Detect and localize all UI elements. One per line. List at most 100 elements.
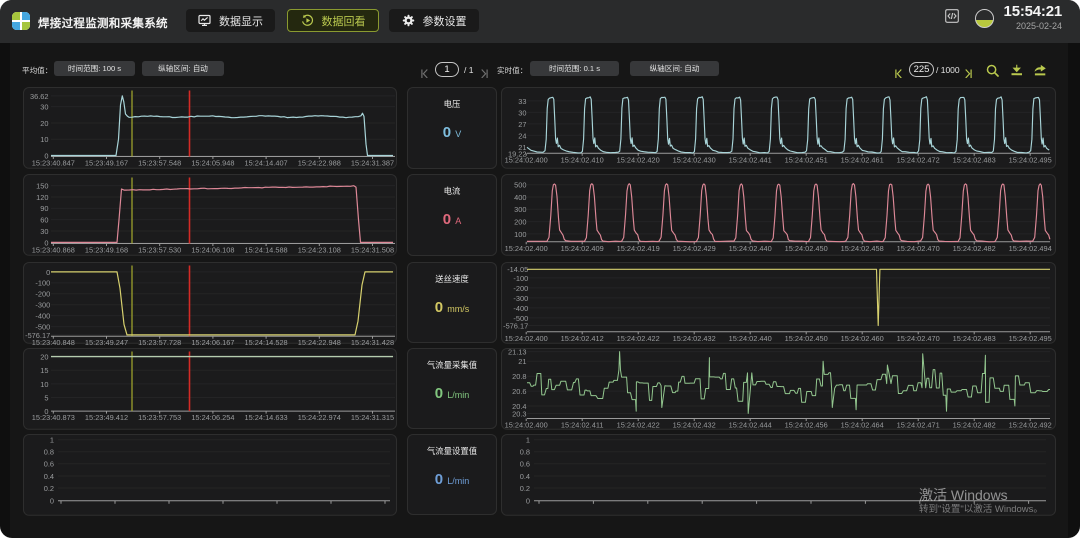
svg-text:0.2: 0.2 <box>44 483 54 492</box>
svg-text:500: 500 <box>514 181 526 190</box>
svg-text:15:24:22.948: 15:24:22.948 <box>298 338 341 345</box>
svg-text:15:24:02.430: 15:24:02.430 <box>673 156 716 165</box>
svg-text:10: 10 <box>40 379 48 388</box>
svg-text:15:24:02.440: 15:24:02.440 <box>729 333 772 342</box>
svg-text:-14.05: -14.05 <box>507 265 528 274</box>
svg-text:-576.17: -576.17 <box>503 321 528 330</box>
svg-text:24: 24 <box>518 132 526 141</box>
svg-text:400: 400 <box>514 193 526 202</box>
svg-text:0.4: 0.4 <box>520 471 530 480</box>
svg-text:15:23:40.873: 15:23:40.873 <box>32 413 75 422</box>
svg-text:15:24:02.495: 15:24:02.495 <box>1009 333 1052 342</box>
svg-text:-400: -400 <box>35 311 50 320</box>
svg-text:15:24:02.412: 15:24:02.412 <box>561 333 604 342</box>
svg-text:15:23:57.728: 15:23:57.728 <box>138 338 181 345</box>
svg-text:15:24:02.471: 15:24:02.471 <box>897 420 940 429</box>
svg-text:15:23:49.168: 15:23:49.168 <box>85 246 128 255</box>
svg-text:15:23:49.247: 15:23:49.247 <box>85 338 128 345</box>
svg-text:0.2: 0.2 <box>520 483 530 492</box>
svg-text:-400: -400 <box>513 303 528 312</box>
svg-text:15:24:02.470: 15:24:02.470 <box>897 244 940 253</box>
svg-text:15:24:31.315: 15:24:31.315 <box>351 413 394 422</box>
svg-text:1: 1 <box>526 435 530 444</box>
svg-text:-100: -100 <box>35 278 50 287</box>
svg-text:0: 0 <box>44 152 48 161</box>
svg-text:15:24:14.528: 15:24:14.528 <box>245 338 288 345</box>
svg-text:15:24:02.461: 15:24:02.461 <box>841 156 884 165</box>
svg-text:15:24:02.411: 15:24:02.411 <box>561 420 604 429</box>
svg-text:0: 0 <box>44 407 48 416</box>
svg-text:0.4: 0.4 <box>44 471 54 480</box>
svg-text:15:24:02.450: 15:24:02.450 <box>785 244 828 253</box>
svg-text:15:24:02.419: 15:24:02.419 <box>617 244 660 253</box>
svg-text:100: 100 <box>514 230 526 239</box>
svg-text:19.22: 19.22 <box>508 150 527 159</box>
svg-text:15:23:57.753: 15:23:57.753 <box>138 413 181 422</box>
svg-text:15:24:02.441: 15:24:02.441 <box>729 156 772 165</box>
svg-text:15:24:02.492: 15:24:02.492 <box>1009 420 1052 429</box>
svg-text:20: 20 <box>40 352 48 361</box>
svg-text:20.4: 20.4 <box>512 401 526 410</box>
svg-text:-200: -200 <box>513 283 528 292</box>
svg-text:21.13: 21.13 <box>508 348 527 357</box>
svg-text:15:24:02.432: 15:24:02.432 <box>673 420 716 429</box>
svg-text:60: 60 <box>40 216 48 225</box>
svg-text:-300: -300 <box>35 300 50 309</box>
svg-text:0.8: 0.8 <box>520 447 530 456</box>
svg-text:15:24:02.400: 15:24:02.400 <box>505 420 548 429</box>
svg-text:15:24:02.483: 15:24:02.483 <box>953 156 996 165</box>
svg-text:-500: -500 <box>35 322 50 331</box>
svg-text:15:24:14.633: 15:24:14.633 <box>245 413 288 422</box>
svg-text:5: 5 <box>44 393 48 402</box>
svg-text:15:24:02.422: 15:24:02.422 <box>617 420 660 429</box>
svg-text:-500: -500 <box>513 313 528 322</box>
svg-text:0.6: 0.6 <box>520 459 530 468</box>
svg-text:15:24:14.588: 15:24:14.588 <box>245 246 288 255</box>
svg-text:90: 90 <box>40 205 48 214</box>
svg-text:-100: -100 <box>513 273 528 282</box>
svg-text:15:24:02.483: 15:24:02.483 <box>953 333 996 342</box>
svg-text:15:23:49.167: 15:23:49.167 <box>85 159 128 168</box>
svg-text:-576.17: -576.17 <box>25 330 50 339</box>
svg-text:20.3: 20.3 <box>512 409 526 418</box>
svg-text:15:24:06.108: 15:24:06.108 <box>191 246 234 255</box>
svg-text:15:24:31.508: 15:24:31.508 <box>351 246 394 255</box>
svg-text:150: 150 <box>36 182 48 191</box>
svg-text:15:24:06.254: 15:24:06.254 <box>191 413 234 422</box>
svg-text:15:24:22.988: 15:24:22.988 <box>298 159 341 168</box>
svg-text:15:24:02.450: 15:24:02.450 <box>785 333 828 342</box>
svg-text:15:23:40.847: 15:23:40.847 <box>32 159 75 168</box>
svg-text:0.6: 0.6 <box>44 459 54 468</box>
svg-text:15:24:02.464: 15:24:02.464 <box>841 420 884 429</box>
svg-text:15:24:02.432: 15:24:02.432 <box>673 333 716 342</box>
svg-text:15:24:02.422: 15:24:02.422 <box>617 333 660 342</box>
svg-text:120: 120 <box>36 193 48 202</box>
svg-text:15:24:23.108: 15:24:23.108 <box>298 246 341 255</box>
svg-text:15:24:02.482: 15:24:02.482 <box>953 420 996 429</box>
svg-text:0: 0 <box>46 267 50 276</box>
svg-text:15:24:31.387: 15:24:31.387 <box>351 159 394 168</box>
svg-text:15:24:02.409: 15:24:02.409 <box>561 244 604 253</box>
svg-text:20.8: 20.8 <box>512 372 526 381</box>
svg-text:15:24:31.428: 15:24:31.428 <box>351 338 394 345</box>
svg-text:15:24:02.400: 15:24:02.400 <box>505 156 548 165</box>
svg-text:15:24:02.440: 15:24:02.440 <box>729 244 772 253</box>
svg-text:36.62: 36.62 <box>30 92 49 101</box>
svg-text:1: 1 <box>50 435 54 444</box>
svg-text:0: 0 <box>44 239 48 248</box>
svg-text:15:23:57.548: 15:23:57.548 <box>138 159 181 168</box>
svg-text:15:24:22.974: 15:24:22.974 <box>298 413 341 422</box>
svg-text:10: 10 <box>40 135 48 144</box>
svg-text:15:24:02.451: 15:24:02.451 <box>785 156 828 165</box>
svg-text:0: 0 <box>526 496 530 505</box>
svg-text:15:24:02.470: 15:24:02.470 <box>897 333 940 342</box>
svg-text:15:24:02.495: 15:24:02.495 <box>1009 156 1052 165</box>
svg-text:30: 30 <box>40 227 48 236</box>
svg-text:15:24:02.400: 15:24:02.400 <box>505 244 548 253</box>
svg-text:15:24:02.494: 15:24:02.494 <box>1009 244 1052 253</box>
svg-text:15:23:40.868: 15:23:40.868 <box>32 246 75 255</box>
svg-text:15:24:02.482: 15:24:02.482 <box>953 244 996 253</box>
svg-text:200: 200 <box>514 218 526 227</box>
svg-text:15:24:05.948: 15:24:05.948 <box>191 159 234 168</box>
svg-text:15:24:02.429: 15:24:02.429 <box>673 244 716 253</box>
